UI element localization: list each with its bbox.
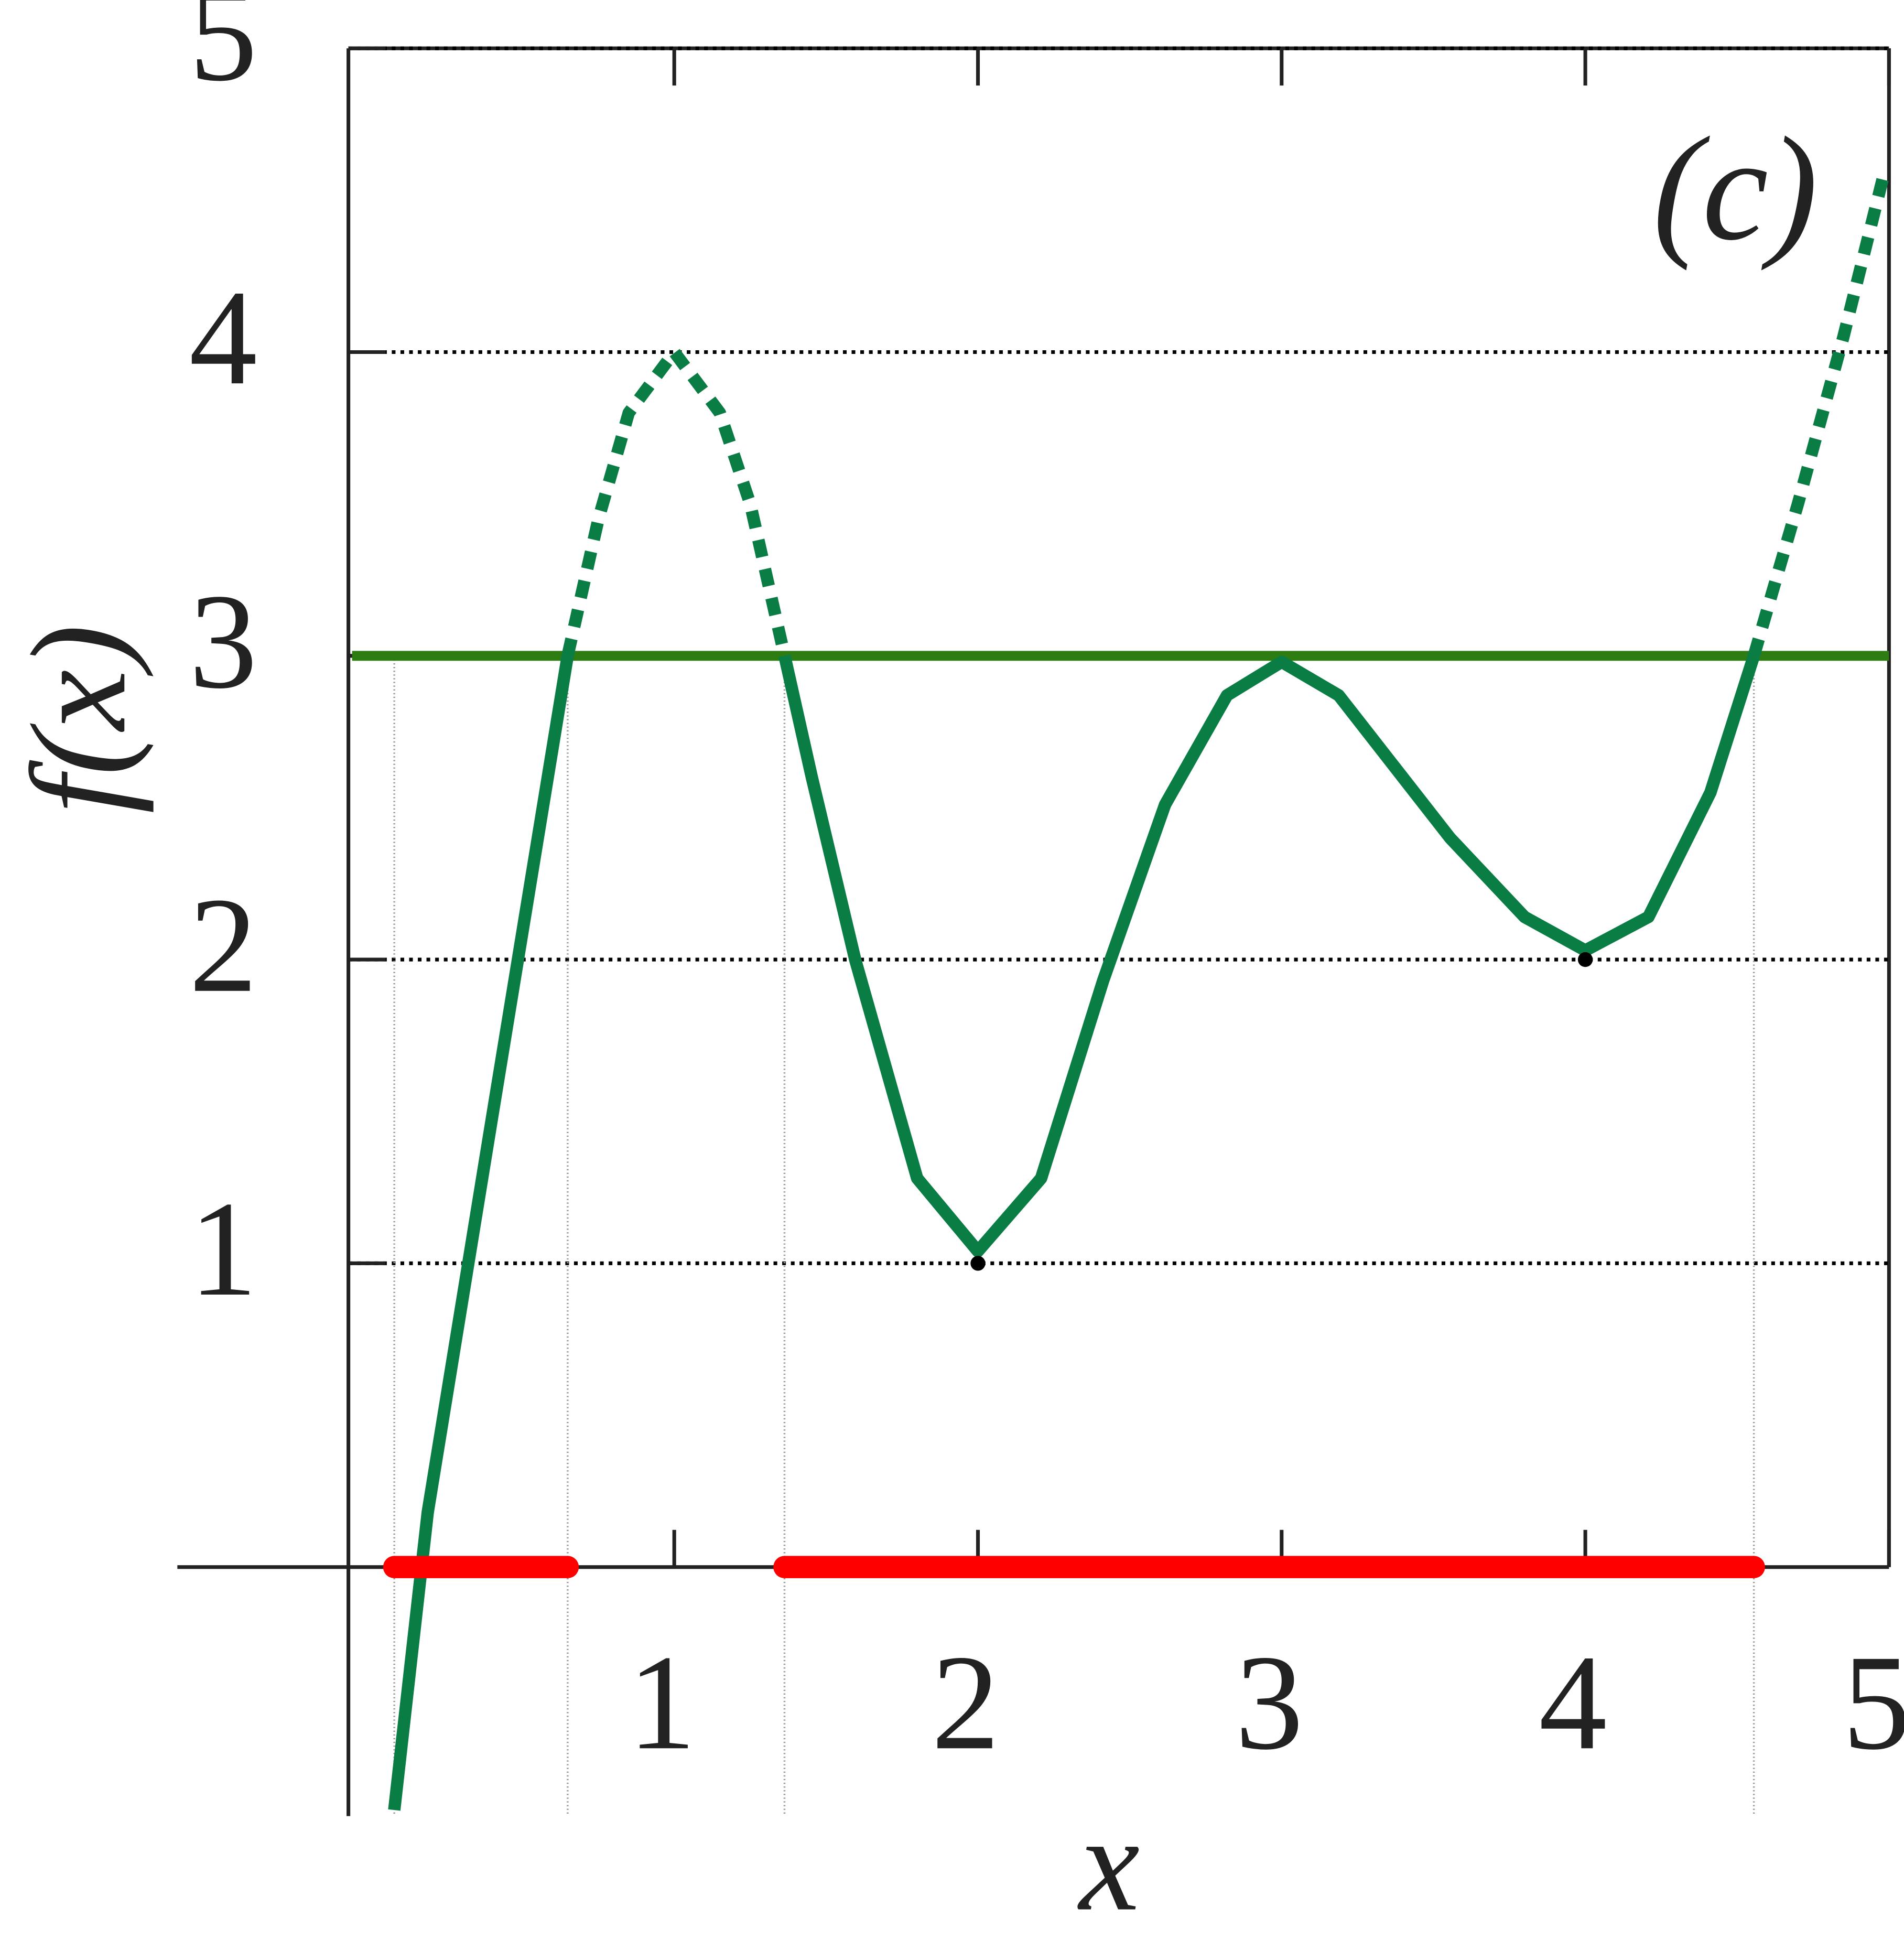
x-axis-label: x <box>1077 1789 1140 1940</box>
x-tick-label: 5 <box>1843 1627 1904 1778</box>
y-tick-label: 3 <box>189 566 257 717</box>
x-tick-label: 3 <box>1235 1627 1303 1778</box>
y-tick-label: 4 <box>189 262 257 413</box>
x-tick-label: 4 <box>1539 1627 1607 1778</box>
dotted-curve <box>561 171 1890 658</box>
y-tick-label: 2 <box>189 870 257 1021</box>
y-tick-label: 5 <box>189 0 257 110</box>
y-axis-label: f(x) <box>3 624 154 814</box>
x-tick-label: 1 <box>628 1627 696 1778</box>
y-tick-label: 1 <box>189 1173 257 1324</box>
annotation: (c) <box>1653 106 1818 271</box>
point <box>1577 952 1593 967</box>
x-tick-label: 2 <box>932 1627 1000 1778</box>
point <box>970 1256 986 1271</box>
curve <box>388 654 1760 1811</box>
